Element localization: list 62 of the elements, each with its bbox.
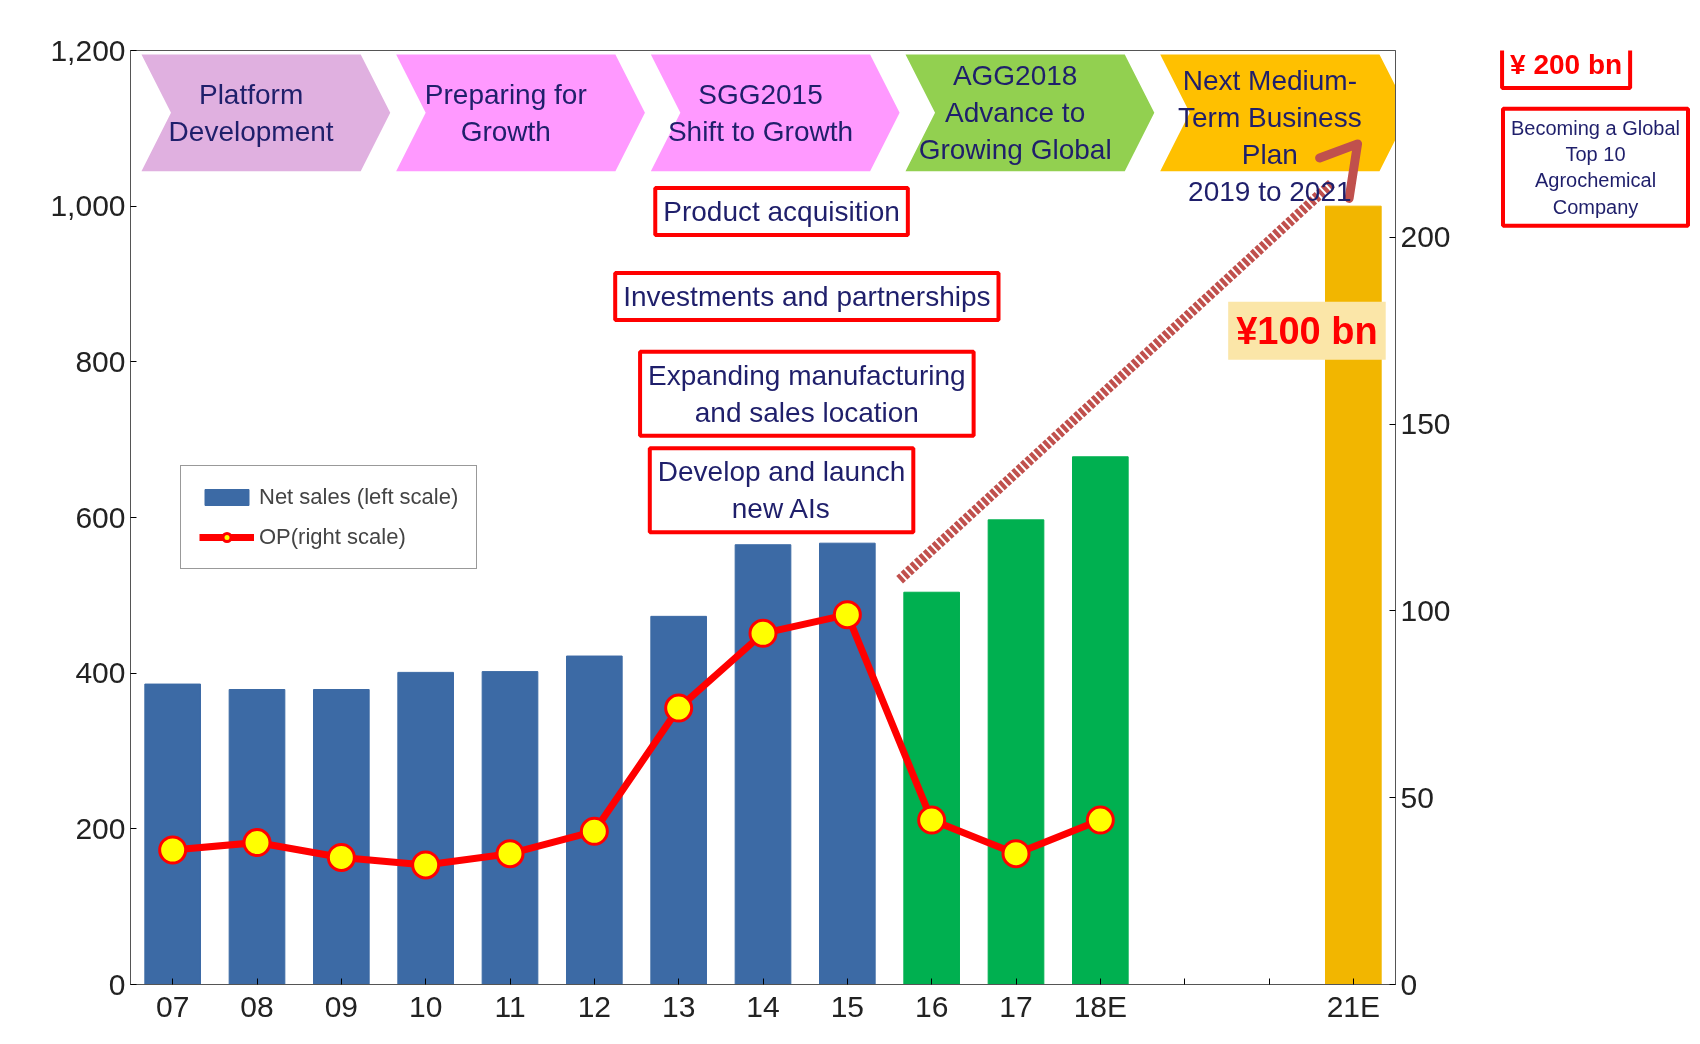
x-tick-label: 16 [914,989,949,1023]
point [242,828,272,858]
bar [903,591,960,985]
bar [481,671,539,985]
y-tick-label: 200 [75,811,126,845]
bar [397,671,454,985]
x-tick-label: 17 [999,989,1033,1023]
point [832,600,862,630]
annotation: Platform Development [168,78,334,147]
y2-tick-label: 200 [1400,220,1451,254]
x-tick-label: 07 [155,989,190,1023]
y2-tick-label: 150 [1400,407,1451,441]
x-tick-label: 15 [830,989,865,1023]
x-tick-label: 10 [408,989,443,1023]
text: ¥ 200 bn [1510,49,1623,81]
point [748,618,778,648]
point [664,693,694,723]
point [411,850,441,880]
y-tick-label: 0 [108,967,126,1001]
y-tick-label: 600 [75,500,126,534]
point [158,835,188,865]
x-tick-label: 21E [1326,989,1381,1023]
annotation: ¥100 bn [1236,309,1378,352]
y2-tick-label: 50 [1400,780,1434,814]
x-tick-label: 12 [577,989,612,1023]
y-tick-label: 1,000 [50,189,126,223]
y2-tick-label: 0 [1400,967,1418,1001]
x-tick-label: 08 [240,989,274,1023]
bar [734,544,792,985]
x-tick-label: 14 [746,989,780,1023]
x-tick-label: 11 [494,989,526,1023]
x-tick-label: 18E [1073,989,1128,1023]
bar [1072,456,1129,985]
annotation: Develop and launch new AIs [657,456,906,525]
annotation: AGG2018 Advance to Growing Global [918,60,1112,166]
bar [650,615,707,985]
bar [987,519,1045,985]
bar [566,655,623,985]
point [579,816,609,846]
y-tick-label: 800 [75,344,126,378]
y-tick-label: 1,200 [50,33,126,67]
y2-tick-label: 100 [1400,593,1451,627]
annotation: Product acquisition [663,196,900,228]
bar [228,689,286,985]
x-tick-label: 09 [324,989,359,1023]
bar [313,689,370,985]
annotation: SGG2015 Shift to Growth [667,78,854,147]
annotation: Expanding manufacturing and sales location [648,359,966,428]
point [1001,839,1031,869]
annotation: Preparing for Growth [424,78,587,147]
point [326,843,356,872]
legend-label: Net sales (left scale) [259,484,459,510]
point [1085,805,1115,835]
point [495,839,525,869]
legend-label: OP(right scale) [259,524,406,550]
y-tick-label: 400 [75,656,126,690]
x-tick-label: 13 [661,989,696,1023]
bar [144,683,201,985]
bar [819,542,876,985]
annotation: Investments and partnerships [623,280,991,312]
point [917,805,947,835]
text: Becoming a Global Top 10 Agrochemical Company [1511,116,1680,218]
